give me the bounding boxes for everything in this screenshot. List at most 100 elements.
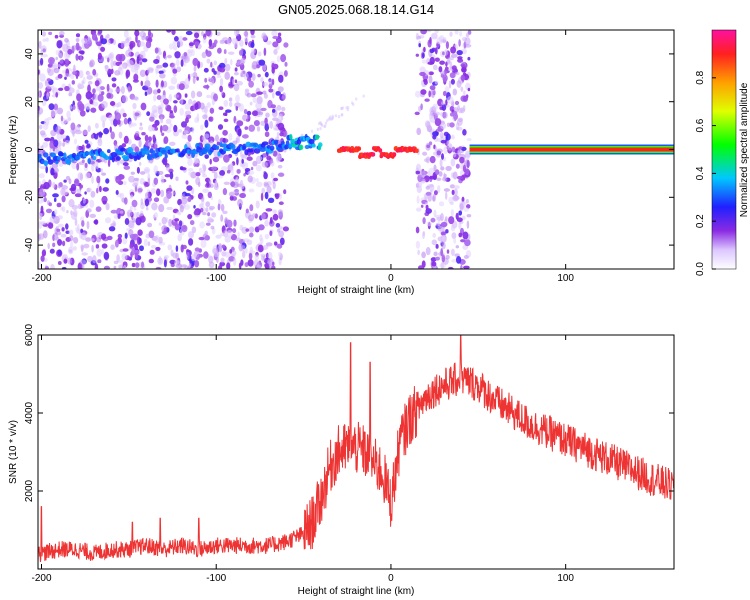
spectral-blob (378, 148, 383, 153)
spectral-blob (256, 178, 259, 183)
spectral-blob (50, 129, 57, 137)
spectral-blob (253, 148, 261, 154)
spectral-blob (39, 188, 46, 197)
spectral-blob (191, 226, 197, 234)
spectral-blob (278, 74, 284, 83)
spectral-blob (457, 56, 463, 60)
spectral-blob (261, 32, 267, 40)
spectral-blob (119, 192, 125, 200)
spectral-blob (132, 218, 136, 223)
spectral-blob (47, 159, 54, 165)
spectral-blob (136, 166, 140, 174)
spectral-blob (216, 250, 220, 258)
spectral-blob (164, 55, 167, 60)
spectral-blob (150, 187, 157, 194)
spectral-blob (180, 98, 184, 105)
spectral-blob (270, 104, 276, 109)
spectral-blob (180, 55, 187, 60)
spectral-blob (217, 175, 224, 179)
spectral-blob (223, 99, 229, 107)
spectral-blob (169, 141, 176, 146)
spectral-blob (64, 85, 70, 92)
spectral-blob (422, 230, 426, 237)
spectral-blob (46, 116, 53, 121)
spectral-blob (223, 230, 228, 238)
spectral-blob (352, 102, 355, 106)
spectral-blob (220, 90, 224, 96)
spectral-blob (334, 114, 338, 118)
spectral-blob (48, 103, 55, 111)
spectral-blob (139, 69, 147, 78)
spectral-blob (97, 259, 102, 264)
spectral-blob (441, 234, 446, 239)
spectral-blob (425, 204, 429, 210)
spectral-blob (440, 139, 447, 144)
spectral-blob (259, 146, 266, 153)
spectral-blob (146, 111, 151, 117)
spectral-blob (264, 219, 269, 227)
spectral-blob (458, 39, 461, 47)
spectral-blob (184, 93, 188, 98)
spectral-blob (62, 138, 66, 143)
spectral-blob (165, 118, 172, 125)
spectral-blob (215, 145, 220, 150)
spectral-blob (442, 74, 448, 83)
spectral-blob (248, 252, 253, 260)
spectral-blob (138, 237, 142, 245)
spectral-blob (60, 187, 66, 196)
spectral-blob (194, 41, 200, 47)
spectral-blob (204, 143, 211, 150)
spectral-blob (228, 97, 233, 102)
spectral-blob (56, 202, 62, 208)
spectral-blob (217, 47, 222, 54)
spectral-blob (186, 249, 190, 254)
spectral-blob (84, 172, 91, 179)
spectral-blob (175, 263, 183, 269)
spectral-blob (441, 153, 444, 160)
spectral-blob (187, 158, 193, 166)
spectral-blob (165, 164, 171, 172)
spectral-blob (219, 142, 223, 148)
spectrogram-y-tick-label: -20 (24, 190, 35, 205)
spectral-blob (415, 170, 421, 175)
spectral-blob (451, 65, 457, 71)
spectral-blob (202, 211, 207, 216)
spectral-blob (135, 131, 140, 136)
spectral-blob (183, 130, 189, 135)
spectral-blob (460, 239, 466, 243)
snr-panel: -200 -100 0 100 2000 4000 6000 Height of strai… (8, 323, 675, 597)
spectral-blob (125, 155, 130, 160)
spectral-blob (276, 228, 281, 233)
spectral-blob (47, 222, 54, 229)
spectral-blob (121, 253, 128, 261)
spectral-blob (168, 94, 173, 102)
spectral-blob (182, 37, 188, 41)
spectral-blob (310, 129, 314, 133)
spectral-blob (209, 77, 215, 86)
spectral-blob (446, 140, 450, 144)
spectral-blob (224, 235, 231, 243)
spectral-blob (263, 47, 267, 56)
spectral-blob (202, 114, 208, 120)
spectral-blob (236, 157, 239, 166)
spectral-blob (153, 165, 159, 174)
spectral-blob (196, 113, 200, 122)
spectral-blob (157, 257, 164, 265)
colorbar: 0.0 0.2 0.4 0.6 0.8 Normalized spectral ampl… (695, 29, 750, 276)
spectral-blob (65, 175, 71, 181)
spectrogram-y-tick-label: 40 (24, 48, 35, 60)
spectral-blob (157, 88, 161, 94)
spectral-blob (323, 124, 326, 128)
spectral-blob (205, 30, 212, 37)
spectral-blob (124, 232, 128, 239)
spectral-blob (264, 71, 269, 78)
spectral-blob (222, 37, 229, 41)
spectral-blob (169, 115, 175, 119)
spectral-blob (318, 142, 323, 148)
spectral-blob (181, 197, 188, 205)
spectral-blob (82, 198, 86, 204)
spectral-blob (441, 100, 446, 106)
spectral-blob (205, 207, 209, 212)
spectral-blob (432, 233, 437, 238)
spectral-blob (49, 216, 57, 224)
